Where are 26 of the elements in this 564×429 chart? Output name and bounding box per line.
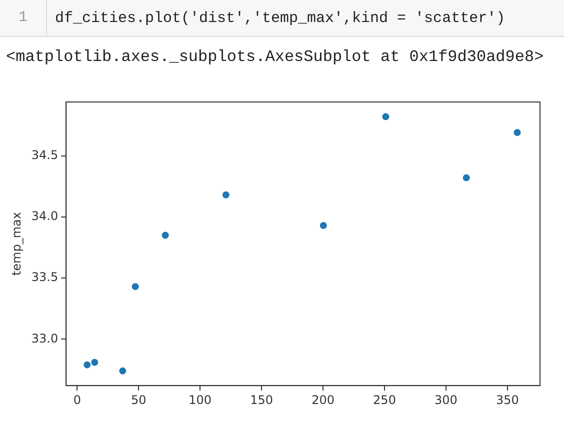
point: [91, 358, 98, 366]
x-tick-label: 0: [73, 392, 81, 407]
x-tick-label: 350: [496, 392, 519, 407]
point: [382, 113, 390, 120]
point: [514, 129, 521, 136]
text: 1: [0, 0, 47, 36]
x-tick-label: 50: [131, 392, 146, 407]
point: [84, 361, 91, 368]
y-tick-label: 33.0: [31, 331, 58, 346]
point: [320, 222, 327, 229]
point: [462, 174, 470, 182]
y-tick-label: 34.0: [31, 209, 58, 224]
x-tick-label: 300: [434, 392, 458, 407]
y-tick-label: 34.5: [31, 148, 58, 162]
x-tick-label: 200: [312, 392, 334, 407]
text: <matplotlib.axes._subplots.AxesSubplot at 0x1f9d30ad9e8>: [6, 48, 544, 66]
y-axis-title: temp_max: [9, 212, 24, 276]
x-tick-label: 250: [373, 392, 396, 407]
x-tick-label: 100: [188, 392, 212, 407]
point: [119, 367, 126, 374]
x-tick-label: 150: [250, 392, 274, 407]
point: [222, 191, 230, 198]
point: [132, 283, 139, 290]
y-tick-label: 33.5: [31, 270, 58, 284]
point: [162, 232, 169, 239]
text: df_cities.plot('dist','temp_max',kind = 'scatter'): [54, 10, 506, 26]
